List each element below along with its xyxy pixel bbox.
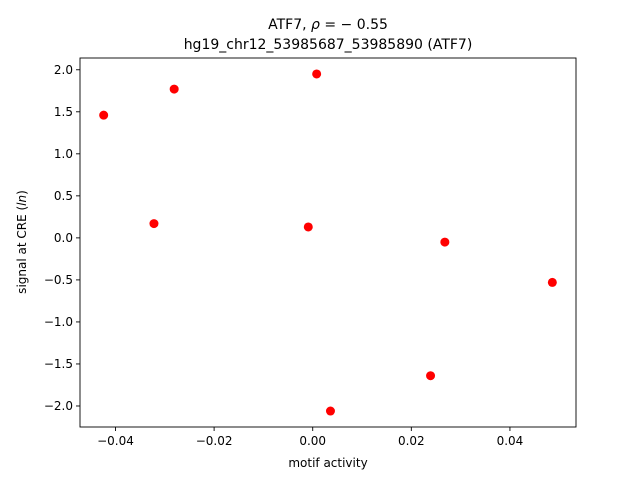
y-tick-label: −2.0 <box>44 399 73 413</box>
chart-title-line1: ATF7, ρ = − 0.55 <box>268 17 388 33</box>
data-point <box>426 371 436 381</box>
chart-title-line2: hg19_chr12_53985687_53985890 (ATF7) <box>184 37 473 53</box>
x-tick-label: −0.02 <box>196 434 233 448</box>
data-points <box>99 69 557 416</box>
x-tick-label: 0.02 <box>398 434 425 448</box>
x-tick-label: −0.04 <box>97 434 134 448</box>
data-point <box>169 84 179 94</box>
data-point <box>303 222 313 232</box>
data-point <box>312 69 322 79</box>
y-axis-label: signal at CRE (ln) <box>15 190 29 294</box>
data-point <box>99 110 109 120</box>
plot-area: −0.04 −0.02 0.00 0.02 0.04 −2.0 −1.5 −1.0 −0.5 0… <box>44 57 577 448</box>
y-tick-label: −0.5 <box>44 273 73 287</box>
x-axis-label: motif activity <box>288 456 367 470</box>
y-axis: −2.0 −1.5 −1.0 −0.5 0.0 0.5 1.0 1.5 2.0 <box>44 63 80 413</box>
y-tick-label: 1.0 <box>54 147 73 161</box>
data-point <box>547 277 557 287</box>
data-point <box>440 237 450 247</box>
data-point <box>325 406 335 416</box>
y-tick-label: 2.0 <box>54 63 73 77</box>
x-tick-label: 0.00 <box>299 434 326 448</box>
x-tick-label: 0.04 <box>497 434 524 448</box>
x-axis: −0.04 −0.02 0.00 0.02 0.04 <box>97 427 523 448</box>
y-tick-label: 0.5 <box>54 189 73 203</box>
y-tick-label: −1.0 <box>44 315 73 329</box>
y-tick-label: 1.5 <box>54 105 73 119</box>
data-point <box>149 219 159 229</box>
y-tick-label: −1.5 <box>44 357 73 371</box>
axes-frame <box>79 57 577 428</box>
y-tick-label: 0.0 <box>54 231 73 245</box>
